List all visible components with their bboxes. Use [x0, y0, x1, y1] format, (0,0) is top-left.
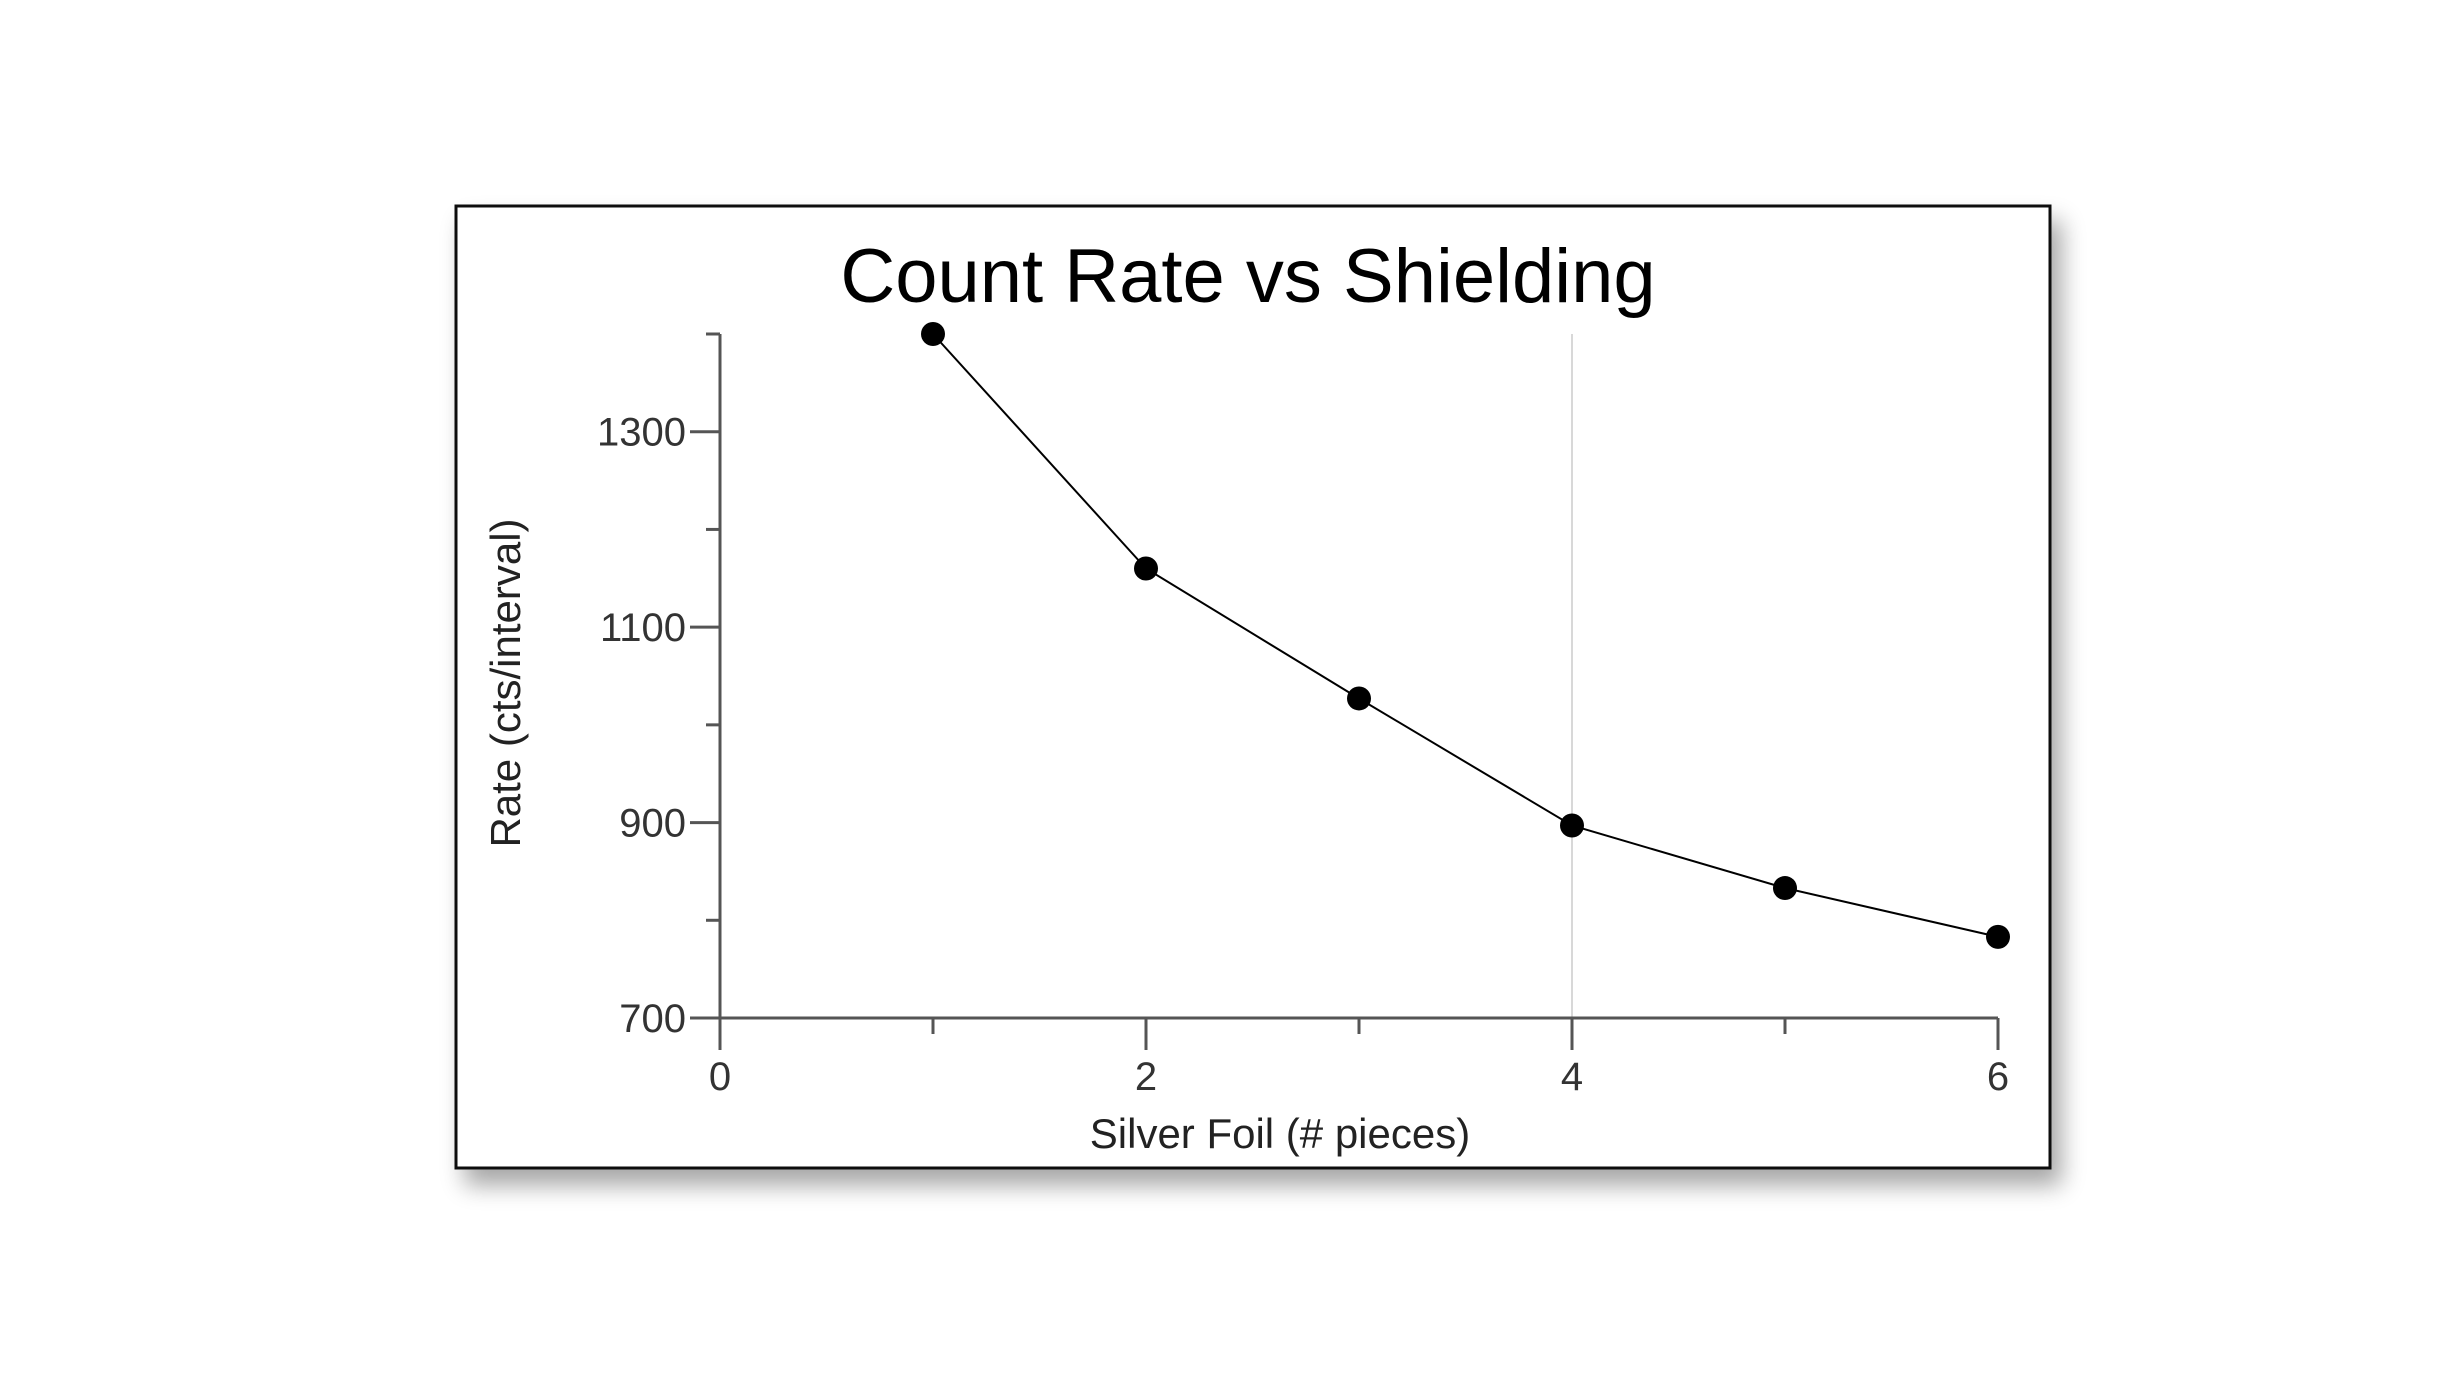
- data-point: [921, 322, 945, 346]
- series-line: [932, 333, 1999, 938]
- y-tick-label: 900: [619, 802, 686, 846]
- x-tick-label: 6: [1987, 1055, 2009, 1099]
- plot-area: 0 2 4 6 700 900 1100 1300: [597, 322, 2010, 1099]
- data-point: [1347, 686, 1371, 711]
- y-tick-label: 1300: [597, 411, 686, 455]
- x-tick-label: 4: [1561, 1055, 1583, 1099]
- y-tick-label: 1100: [600, 606, 686, 650]
- x-tick-label: 2: [1135, 1055, 1157, 1099]
- chart-frame: [454, 204, 2052, 1170]
- data-point: [1134, 556, 1158, 581]
- x-tick-label: 0: [709, 1055, 731, 1099]
- data-point: [1773, 876, 1797, 901]
- y-axis-label: Rate (cts/interval): [482, 518, 529, 847]
- y-tick-label: 700: [619, 997, 686, 1041]
- data-point: [1560, 813, 1584, 838]
- chart-title: Count Rate vs Shielding: [840, 234, 1655, 319]
- x-axis-label: Silver Foil (# pieces): [1090, 1110, 1470, 1157]
- data-point: [1986, 924, 2010, 949]
